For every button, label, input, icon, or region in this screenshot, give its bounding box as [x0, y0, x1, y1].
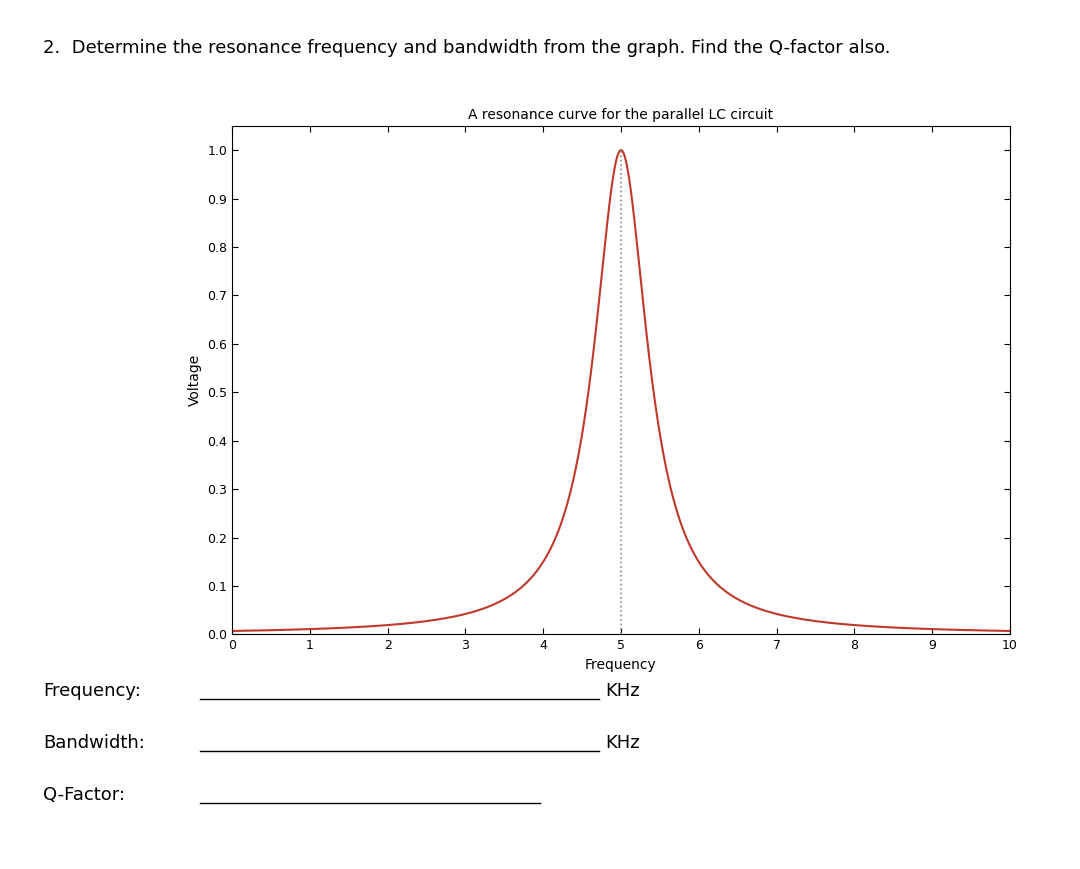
X-axis label: Frequency: Frequency	[585, 658, 657, 672]
Text: Bandwidth:: Bandwidth:	[43, 734, 145, 753]
Title: A resonance curve for the parallel LC circuit: A resonance curve for the parallel LC ci…	[469, 108, 773, 122]
Text: Q-Factor:: Q-Factor:	[43, 786, 125, 805]
Text: KHz: KHz	[605, 734, 639, 753]
Text: Frequency:: Frequency:	[43, 682, 141, 700]
Text: 2.  Determine the resonance frequency and bandwidth from the graph. Find the Q-f: 2. Determine the resonance frequency and…	[43, 39, 891, 57]
Y-axis label: Voltage: Voltage	[188, 354, 202, 407]
Text: KHz: KHz	[605, 682, 639, 700]
